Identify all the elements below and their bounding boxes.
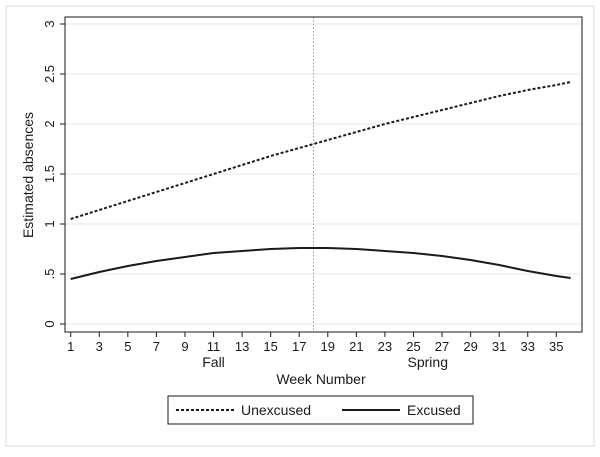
x-tick-label-12: 25 xyxy=(406,339,420,354)
period-labels: Fall Spring xyxy=(202,354,448,370)
y-tick-label-2: 1 xyxy=(42,220,57,227)
x-tick-label-15: 31 xyxy=(492,339,506,354)
y-axis-label: Estimated absences xyxy=(20,112,36,238)
x-axis: 1 3 5 7 9 11 13 15 17 19 21 23 25 27 29 31 33 35 xyxy=(67,332,564,354)
legend-label-excused: Excused xyxy=(407,402,461,418)
x-tick-label-5: 11 xyxy=(207,339,221,354)
series-group xyxy=(70,81,571,280)
y-axis: 0 .5 1 1.5 2 2.5 3 xyxy=(42,20,65,328)
x-axis-label: Week Number xyxy=(276,371,366,387)
x-tick-label-1: 3 xyxy=(96,339,103,354)
x-tick-label-11: 23 xyxy=(378,339,392,354)
y-tick-label-4: 2 xyxy=(42,120,57,127)
figure-border xyxy=(5,5,595,447)
period-label-spring: Spring xyxy=(408,354,448,370)
y-tick-label-3: 1.5 xyxy=(42,165,57,183)
x-tick-label-7: 15 xyxy=(263,339,277,354)
x-tick-label-3: 7 xyxy=(153,339,160,354)
y-tick-label-5: 2.5 xyxy=(42,65,57,83)
legend-label-unexcused: Unexcused xyxy=(241,402,311,418)
x-tick-label-6: 13 xyxy=(235,339,249,354)
x-tick-label-14: 29 xyxy=(463,339,477,354)
x-tick-label-4: 9 xyxy=(181,339,188,354)
y-tick-label-0: 0 xyxy=(42,320,57,327)
legend: Unexcused Excused xyxy=(167,395,474,425)
y-tick-label-6: 3 xyxy=(42,20,57,27)
x-tick-label-0: 1 xyxy=(67,339,74,354)
y-tick-label-1: .5 xyxy=(42,269,57,280)
x-tick-label-10: 21 xyxy=(349,339,363,354)
x-tick-label-2: 5 xyxy=(124,339,131,354)
period-label-fall: Fall xyxy=(202,354,225,370)
x-tick-label-9: 19 xyxy=(321,339,335,354)
series-line-excused xyxy=(70,247,571,280)
x-tick-label-16: 33 xyxy=(520,339,534,354)
x-tick-label-8: 17 xyxy=(292,339,306,354)
x-tick-label-17: 35 xyxy=(549,339,563,354)
series-line-unexcused xyxy=(70,81,571,220)
x-tick-label-13: 27 xyxy=(435,339,449,354)
gridlines xyxy=(65,23,582,325)
